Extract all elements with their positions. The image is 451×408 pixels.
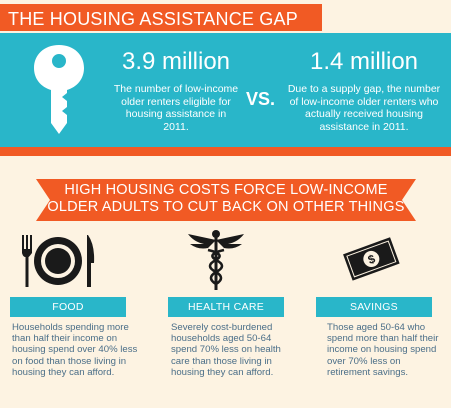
health-care-label: HEALTH CARE: [187, 301, 265, 313]
title-bar: THE HOUSING ASSISTANCE GAP: [0, 0, 451, 33]
food-label: FOOD: [52, 301, 84, 313]
received-description: Due to a supply gap, the number of low-i…: [287, 83, 441, 133]
ribbon-shape: [36, 179, 416, 221]
page-title: THE HOUSING ASSISTANCE GAP: [8, 9, 298, 29]
svg-text:$: $: [366, 252, 377, 268]
dollar-bill-icon: $: [343, 237, 400, 281]
received-value: 1.4 million: [309, 48, 419, 75]
title-banner: THE HOUSING ASSISTANCE GAP: [0, 4, 322, 31]
vs-label: VS.: [246, 89, 276, 109]
stats-panel: 3.9 million The number of low-income old…: [0, 33, 451, 147]
savings-label: SAVINGS: [349, 301, 398, 313]
savings-description: Those aged 50-64 who spend more than hal…: [327, 322, 439, 378]
fork-plate-knife-icon: [22, 235, 95, 287]
key-icon: [34, 45, 84, 134]
section-ribbon: HIGH HOUSING COSTS FORCE LOW-INCOME OLDE…: [36, 179, 416, 221]
ribbon-heading: HIGH HOUSING COSTS FORCE LOW-INCOME OLDE…: [36, 182, 416, 216]
caduceus-icon: [188, 230, 244, 290]
ribbon-line-2: OLDER ADULTS TO CUT BACK ON OTHER THINGS: [47, 199, 405, 215]
food-label-bar: FOOD: [10, 297, 126, 317]
health-care-label-bar: HEALTH CARE: [168, 297, 284, 317]
health-care-description: Severely cost-burdened households aged 5…: [171, 322, 281, 378]
ribbon-line-1: HIGH HOUSING COSTS FORCE LOW-INCOME: [64, 182, 388, 198]
divider-strip: [0, 147, 451, 156]
eligible-value: 3.9 million: [121, 48, 231, 75]
eligible-description: The number of low-income older renters e…: [113, 83, 239, 133]
received-stat: 1.4 million Due to a supply gap, the num…: [286, 49, 442, 133]
savings-label-bar: SAVINGS: [316, 297, 432, 317]
food-description: Households spending more than half their…: [12, 322, 138, 378]
eligible-stat: 3.9 million The number of low-income old…: [112, 49, 240, 133]
